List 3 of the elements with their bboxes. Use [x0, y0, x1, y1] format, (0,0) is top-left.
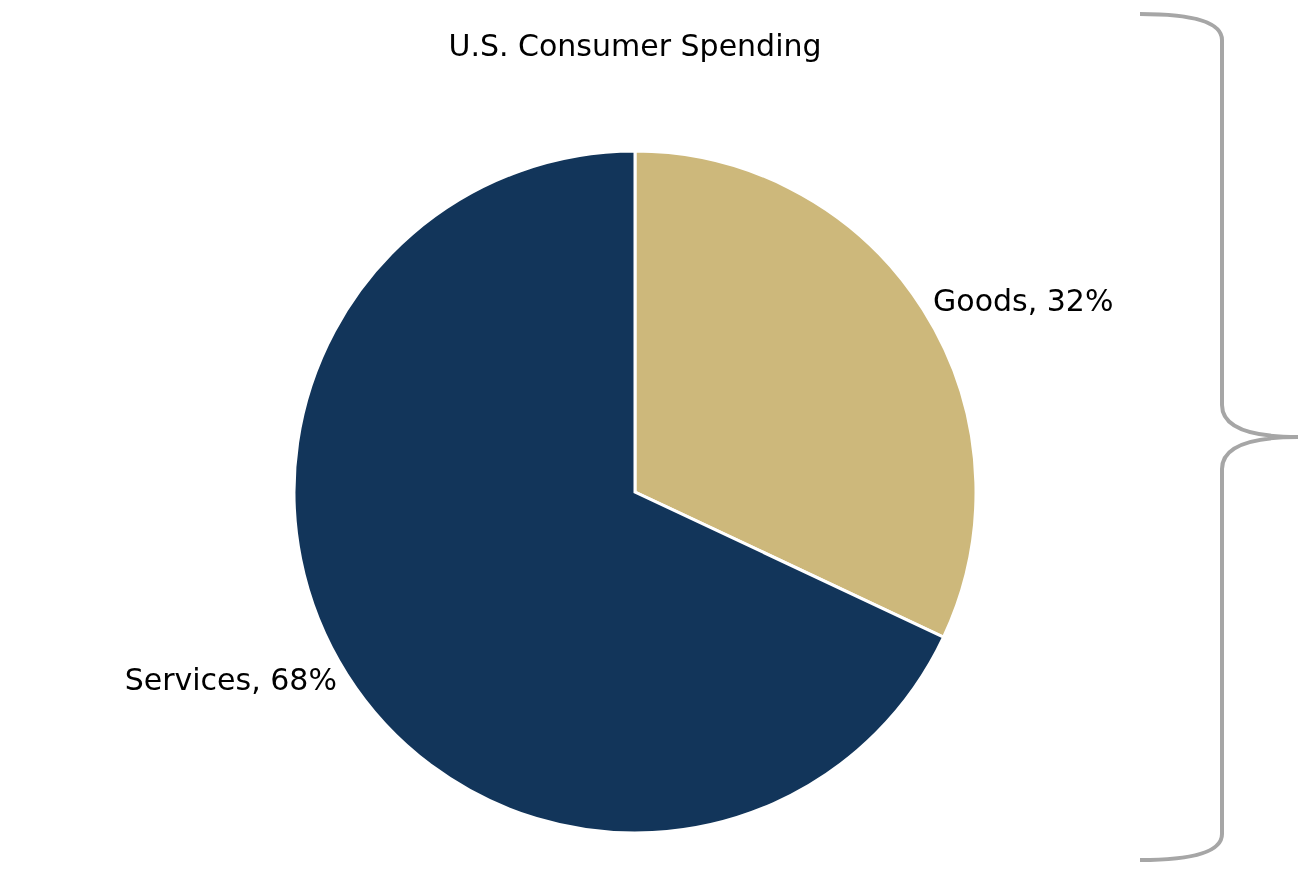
slice-label: Goods, 32% [933, 283, 1114, 319]
chart-title: U.S. Consumer Spending [448, 28, 822, 63]
slice-label: Services, 68% [124, 661, 337, 697]
